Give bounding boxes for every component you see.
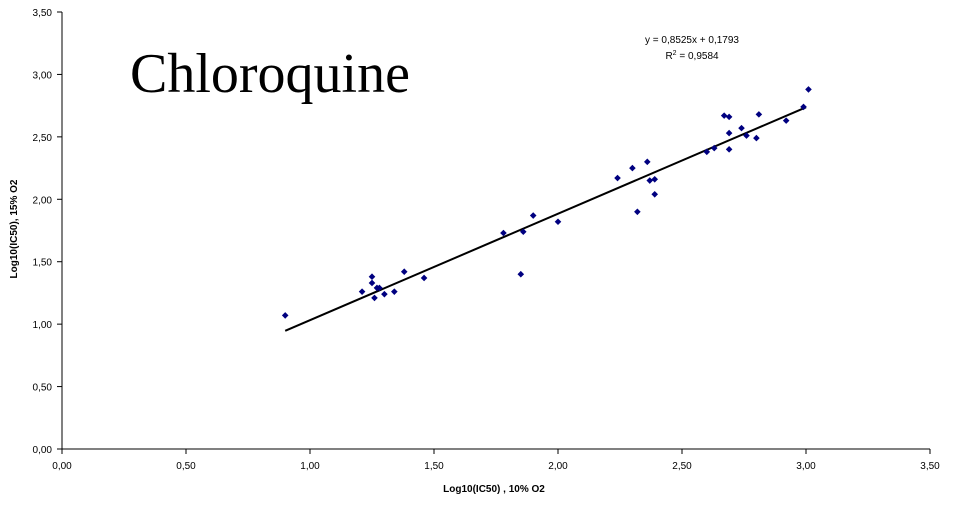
data-point <box>651 190 659 198</box>
x-tick-label: 3,50 <box>920 461 940 472</box>
data-point <box>281 312 289 319</box>
y-tick-label: 3,50 <box>33 8 53 19</box>
data-point <box>738 124 745 132</box>
data-point <box>368 273 376 280</box>
trendline-group <box>284 106 807 332</box>
data-point <box>646 177 654 184</box>
axes: 0,00 0,50 1,00 1,50 2,00 2,50 3,00 3,50 0,00 0,50… <box>33 8 941 472</box>
data-point <box>517 270 525 278</box>
data-point <box>710 144 718 152</box>
r-squared-prefix: R <box>665 51 672 62</box>
x-tick-label: 1,50 <box>424 461 444 472</box>
data-point <box>725 129 733 137</box>
chart-title: Chloroquine <box>130 43 410 105</box>
data-point <box>643 158 651 166</box>
r-squared-label: R2 = 0,9584 <box>665 50 719 62</box>
data-point <box>368 279 376 287</box>
data-point <box>519 228 527 236</box>
trendline <box>284 106 807 332</box>
y-tick-label: 0,50 <box>33 383 53 394</box>
x-axis-label: Log10(IC50) , 10% O2 <box>443 484 545 495</box>
trendline-equation: y = 0,8525x + 0,1793 <box>645 35 739 46</box>
r-squared-value: = 0,9584 <box>677 51 719 62</box>
x-tick-label: 3,00 <box>796 461 816 472</box>
data-point <box>371 294 378 302</box>
data-point <box>651 176 659 183</box>
data-point <box>725 113 733 121</box>
data-point <box>358 288 366 295</box>
y-tick-label: 2,00 <box>33 195 53 206</box>
x-tick-label: 1,00 <box>300 461 320 472</box>
data-point <box>805 86 812 93</box>
data-point <box>782 117 790 124</box>
data-point <box>725 146 733 153</box>
x-tick-label: 0,50 <box>176 461 196 472</box>
y-tick-label: 3,00 <box>33 70 53 81</box>
x-tick-label: 2,50 <box>672 461 692 472</box>
x-tick-label: 0,00 <box>52 461 72 472</box>
data-point <box>391 288 398 295</box>
data-point <box>755 111 763 118</box>
data-point <box>800 103 807 111</box>
data-point <box>634 208 641 216</box>
x-tick-label: 2,00 <box>548 461 568 472</box>
data-points <box>281 86 812 319</box>
y-tick-label: 1,50 <box>33 258 53 269</box>
data-point <box>703 148 711 156</box>
data-point <box>720 112 728 119</box>
y-tick-label: 0,00 <box>33 445 53 456</box>
data-point <box>376 284 383 292</box>
data-point <box>743 132 750 139</box>
data-point <box>500 229 507 237</box>
data-point <box>753 134 760 142</box>
y-axis-label: Log10(IC50), 15% O2 <box>9 179 20 278</box>
data-point <box>554 218 562 226</box>
data-point <box>629 164 636 172</box>
data-point <box>614 174 621 182</box>
data-point <box>420 274 428 282</box>
y-tick-label: 2,50 <box>33 133 53 144</box>
r-squared-superscript: 2 <box>673 50 677 57</box>
data-point <box>381 290 388 298</box>
data-point <box>529 212 537 219</box>
y-tick-label: 1,00 <box>33 320 53 331</box>
data-point <box>400 268 408 276</box>
